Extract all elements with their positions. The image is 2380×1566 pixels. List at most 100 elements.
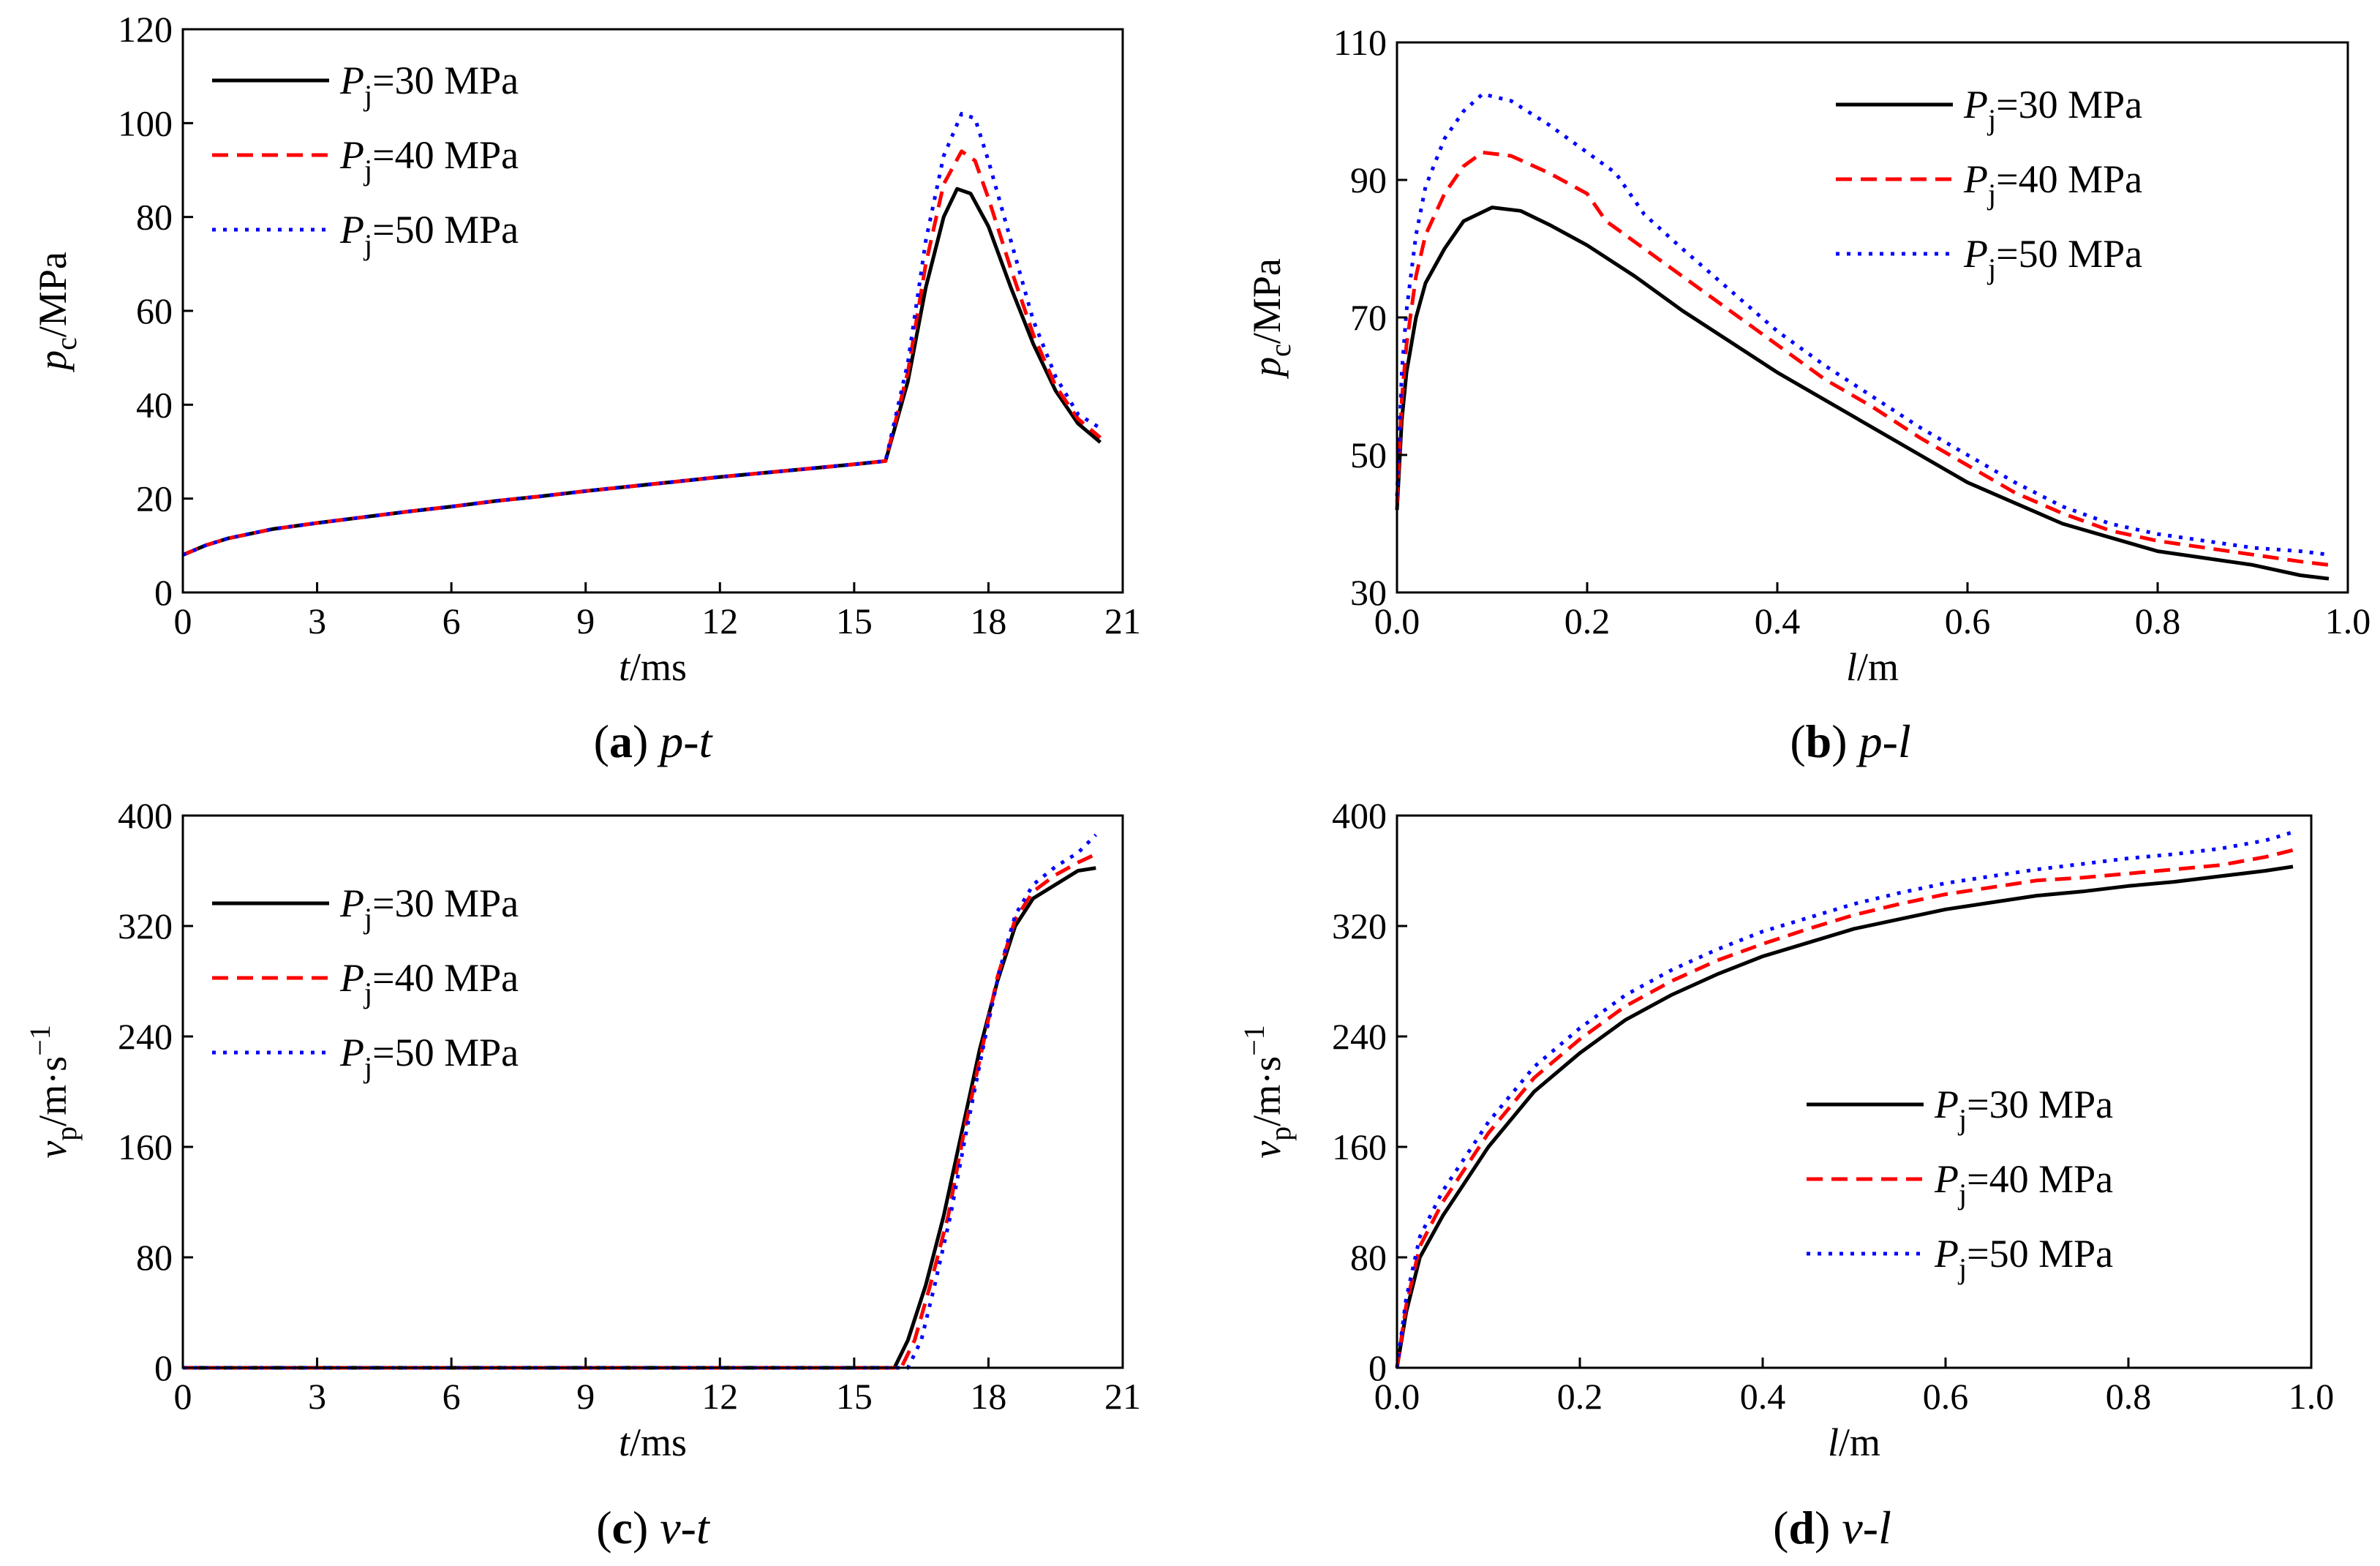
panel-caption-b: (b) p-l <box>1790 715 1910 767</box>
legend-subscript: j <box>1957 1178 1967 1211</box>
plot-frame <box>181 28 1124 594</box>
y-axis-unit: /m·s <box>1245 1056 1289 1126</box>
y-tick-label: 0 <box>154 1347 173 1388</box>
x-axis-label: l/m <box>1828 1420 1880 1464</box>
x-tick-label: 0.0 <box>1374 1376 1420 1417</box>
legend-subscript: j <box>1987 252 1996 285</box>
series-line-d-0 <box>1395 865 2294 1369</box>
y-tick-label: 400 <box>1332 795 1387 836</box>
legend-subscript: j <box>1987 178 1996 211</box>
y-axis-var: p <box>1245 357 1289 380</box>
y-axis-var: p <box>31 350 75 373</box>
panel-b: 0.0 0.2 0.4 0.6 0.8 1.0 30 50 70 90 110 l/m pc/MPa Pj… <box>1245 22 2370 689</box>
legend-label-1: Pj=40 MPa <box>1934 1157 2113 1211</box>
legend-subscript: j <box>1987 103 1996 136</box>
x-axis-var: l <box>1846 645 1857 689</box>
y-tick-label: 320 <box>118 906 173 946</box>
legend-var: P <box>1934 1157 1959 1201</box>
y-axis-subscript: c <box>1264 344 1297 357</box>
legend-value: =30 MPa <box>372 881 519 925</box>
y-tick-label: 80 <box>1350 1237 1387 1278</box>
legend-subscript: j <box>1957 1252 1967 1285</box>
x-tick-label: 0.4 <box>1740 1376 1786 1417</box>
y-tick-label: 30 <box>1350 572 1387 613</box>
y-axis-label: pc/MPa <box>1245 258 1297 380</box>
panel-d: 0.0 0.2 0.4 0.6 0.8 1.0 0 80 160 240 320 400 l/m vp/m… <box>1238 795 2334 1464</box>
y-axis-unit: /MPa <box>31 252 75 337</box>
x-tick-label: 0.6 <box>1923 1376 1969 1417</box>
legend-value: =50 MPa <box>372 1031 519 1074</box>
y-axis-subscript: p <box>1264 1126 1297 1141</box>
x-tick-label: 18 <box>970 1376 1006 1417</box>
legend-var: P <box>339 956 364 1000</box>
y-tick-label: 60 <box>136 290 173 331</box>
panel-c: 0 3 6 9 12 15 18 21 0 80 160 240 320 400 t/ms vp/m·s−1 P… <box>23 795 1141 1464</box>
legend-value: =40 MPa <box>1996 157 2142 201</box>
y-tick-label: 90 <box>1350 159 1387 200</box>
x-tick-label: 0.2 <box>1557 1376 1603 1417</box>
y-tick-label: 0 <box>154 572 173 613</box>
legend-var: P <box>1963 157 1988 201</box>
x-tick-label: 21 <box>1104 601 1141 641</box>
series-line-a-0 <box>182 187 1102 557</box>
legend-value: =40 MPa <box>372 133 519 177</box>
legend-subscript: j <box>363 902 372 935</box>
legend-subscript: j <box>363 79 372 112</box>
y-tick-label: 160 <box>118 1126 173 1167</box>
legend-var: P <box>1934 1083 1959 1126</box>
x-axis-unit: /ms <box>630 1420 687 1464</box>
x-tick-label: 6 <box>443 1376 461 1417</box>
x-tick-label: 1.0 <box>2289 1376 2335 1417</box>
legend-label-0: Pj=30 MPa <box>339 881 519 935</box>
legend-label-2: Pj=50 MPa <box>339 208 519 261</box>
x-tick-label: 21 <box>1104 1376 1141 1417</box>
plot-frame <box>1396 41 2349 594</box>
series-line-c-2 <box>183 833 1098 1370</box>
y-tick-label: 80 <box>136 197 173 238</box>
y-tick-label: 400 <box>118 795 173 836</box>
y-tick-label: 40 <box>136 384 173 425</box>
legend-label-1: Pj=40 MPa <box>339 956 519 1009</box>
caption-paren: ( <box>1790 715 1805 767</box>
y-tick-label: 20 <box>136 478 173 519</box>
panel-a: 0 3 6 9 12 15 18 21020406080100120t/mspc/MPaPj=… <box>31 9 1141 689</box>
legend-subscript: j <box>1957 1103 1967 1136</box>
legend-subscript: j <box>363 976 372 1009</box>
x-tick-label: 0.4 <box>1755 601 1801 641</box>
panel-caption-a: (a) p-t <box>594 715 714 767</box>
caption-letter: b <box>1806 715 1832 767</box>
x-tick-label: 0 <box>174 1376 192 1417</box>
y-tick-label: 110 <box>1333 22 1387 63</box>
legend-label-0: Pj=30 MPa <box>339 59 519 112</box>
x-tick-label: 6 <box>443 601 461 641</box>
x-tick-label: 15 <box>836 1376 873 1417</box>
legend-var: P <box>339 59 364 102</box>
legend-label-2: Pj=50 MPa <box>339 1031 519 1084</box>
x-tick-label: 0.8 <box>2106 1376 2152 1417</box>
x-axis-label: l/m <box>1846 645 1899 689</box>
y-axis-label: pc/MPa <box>31 252 83 373</box>
x-axis-label: t/ms <box>619 1420 687 1464</box>
legend-value: =50 MPa <box>1996 232 2142 276</box>
legend-value: =50 MPa <box>1967 1232 2113 1276</box>
caption-paren: ) <box>633 1502 660 1554</box>
caption-text: p-l <box>1856 715 1911 767</box>
x-tick-label: 3 <box>308 601 326 641</box>
y-tick-label: 240 <box>1332 1016 1387 1057</box>
legend-value: =50 MPa <box>372 208 519 252</box>
legend-var: P <box>1963 83 1988 127</box>
caption-paren: ( <box>1773 1502 1788 1554</box>
legend-subscript: j <box>363 1051 372 1084</box>
caption-paren: ) <box>1815 1502 1842 1554</box>
legend-var: P <box>1963 232 1988 276</box>
x-axis-var: t <box>619 645 631 689</box>
x-tick-label: 0.8 <box>2135 601 2181 641</box>
series-line-b-2 <box>1395 92 2330 557</box>
series-line-a-1 <box>182 149 1102 557</box>
caption-letter: c <box>612 1502 633 1554</box>
y-tick-label: 50 <box>1350 434 1387 475</box>
x-tick-label: 12 <box>701 1376 738 1417</box>
